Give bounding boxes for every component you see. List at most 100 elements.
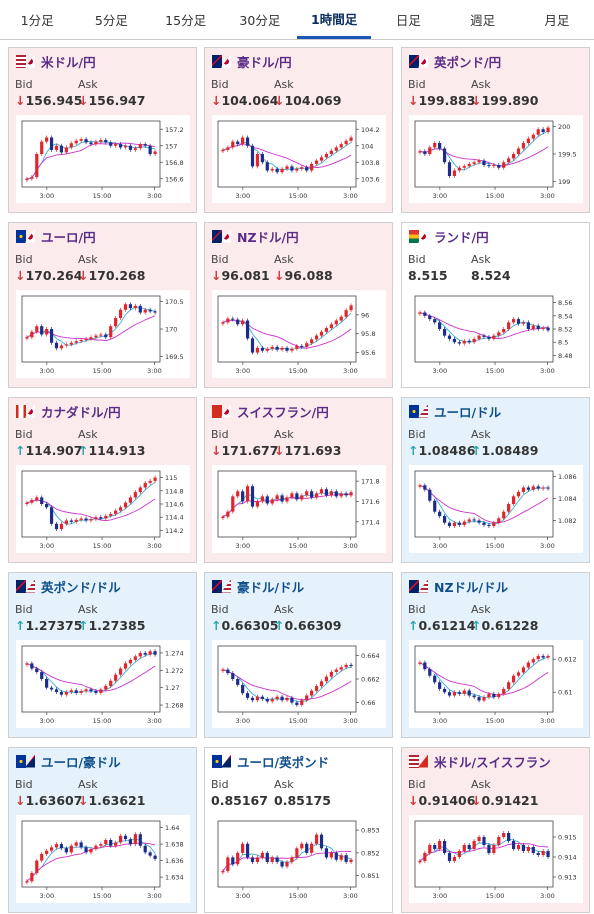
mini-chart[interactable]: 0.664 0.662 0.66 3:00 15:00 3:00: [212, 640, 386, 728]
mini-chart[interactable]: 0.853 0.852 0.851 3:00 15:00 3:00: [212, 815, 386, 903]
y-tick-label: 0.61: [558, 689, 572, 697]
pair-name[interactable]: ランド/円: [434, 229, 489, 245]
rate-card[interactable]: カナダドル/円 Bid Ask ↑114.907↑114.913 115 114.8 114…: [8, 397, 197, 563]
mini-chart[interactable]: 104.2 104 103.8 103.6 3:00 15:00 3:00: [212, 115, 386, 203]
card-header[interactable]: 英ポンド/円: [402, 48, 589, 74]
mini-chart[interactable]: 1.64 1.638 1.636 1.634 3:00 15:00 3:00: [16, 815, 190, 903]
y-tick-label: 8.5: [558, 339, 568, 347]
rate-card[interactable]: NZドル/円 Bid Ask ↓96.081 ↓96.088 96 95.8 95.6 3:00…: [204, 222, 393, 388]
card-header[interactable]: NZドル/円: [205, 223, 392, 249]
tab-1[interactable]: 5分足: [94, 13, 128, 28]
candlestick-chart: 104.2 104 103.8 103.6 3:00 15:00 3:00: [217, 120, 380, 200]
card-header[interactable]: ユーロ/豪ドル: [9, 748, 196, 774]
candle: [521, 141, 526, 151]
candle: [250, 143, 255, 169]
candle: [349, 135, 353, 143]
rate-card[interactable]: 米ドル/スイスフラン Bid Ask ↓0.91406↓0.91421 0.915 0.9…: [401, 747, 590, 913]
mini-chart[interactable]: 170.5 170 169.5 3:00 15:00 3:00: [16, 290, 190, 378]
candle: [447, 160, 452, 178]
arrow-down-icon: ↓: [471, 793, 482, 808]
rate-card[interactable]: 豪ドル/円 Bid Ask ↓104.064↓104.069 104.2 104 103.8…: [204, 47, 393, 213]
mini-chart[interactable]: 96 95.8 95.6 3:00 15:00 3:00: [212, 290, 386, 378]
plot-frame: [217, 120, 357, 188]
candle: [40, 324, 44, 337]
card-header[interactable]: 豪ドル/ドル: [205, 573, 392, 599]
pair-name[interactable]: 米ドル/スイスフラン: [434, 754, 551, 770]
candle: [49, 135, 54, 152]
candle: [109, 511, 113, 518]
tab-3[interactable]: 30分足: [239, 13, 281, 28]
candle: [324, 674, 329, 684]
rate-card[interactable]: NZドル/ドル Bid Ask ↑0.61214↑0.61228 0.612 0.61 3:…: [401, 572, 590, 738]
mini-chart[interactable]: 0.915 0.914 0.913 3:00 15:00 3:00: [409, 815, 583, 903]
tab-2[interactable]: 15分足: [165, 13, 207, 28]
card-header[interactable]: スイスフラン/円: [205, 398, 392, 424]
arrow-up-icon: ↑: [408, 443, 419, 458]
candle: [516, 146, 521, 156]
x-tick-label: 3:00: [433, 367, 448, 375]
x-tick-label: 15:00: [93, 892, 112, 900]
candle: [472, 160, 476, 166]
tab-6[interactable]: 週足: [470, 13, 496, 28]
card-header[interactable]: 豪ドル/円: [205, 48, 392, 74]
pair-name[interactable]: 英ポンド/ドル: [41, 579, 121, 595]
card-header[interactable]: ユーロ/英ポンド: [205, 748, 392, 774]
ask-label: Ask: [471, 428, 491, 441]
rate-card[interactable]: ユーロ/ドル Bid Ask ↑1.08486↑1.08489 1.086 1.084 1.…: [401, 397, 590, 563]
pair-name[interactable]: 豪ドル/ドル: [237, 579, 305, 595]
mini-chart[interactable]: 0.612 0.61 3:00 15:00 3:00: [409, 640, 583, 728]
candle: [334, 489, 338, 499]
candle: [64, 145, 68, 155]
rate-card[interactable]: ランド/円 Bid Ask 8.515 8.524 8.56 8.54 8.52 8.5 8.48…: [401, 222, 590, 388]
pair-name[interactable]: 英ポンド/円: [434, 54, 502, 70]
card-header[interactable]: カナダドル/円: [9, 398, 196, 424]
rate-card[interactable]: スイスフラン/円 Bid Ask ↓171.677↓171.693 171.8 171.6…: [204, 397, 393, 563]
candle: [25, 335, 29, 341]
tab-5[interactable]: 日足: [395, 13, 421, 28]
pair-name[interactable]: 豪ドル/円: [237, 54, 292, 70]
card-header[interactable]: NZドル/ドル: [402, 573, 589, 599]
rate-card[interactable]: 英ポンド/ドル Bid Ask ↑1.27375↑1.27385 1.274 1.272 1…: [8, 572, 197, 738]
pair-name[interactable]: 米ドル/円: [41, 54, 96, 70]
card-header[interactable]: 英ポンド/ドル: [9, 573, 196, 599]
x-tick-label: 3:00: [540, 892, 555, 900]
card-header[interactable]: 米ドル/円: [9, 48, 196, 74]
tab-7[interactable]: 月足: [544, 13, 570, 28]
rate-card[interactable]: 米ドル/円 Bid Ask ↓156.945↓156.947 157.2 157 156.8…: [8, 47, 197, 213]
rate-card[interactable]: 豪ドル/ドル Bid Ask ↑0.66305↑0.66309 0.664 0.662 0.…: [204, 572, 393, 738]
pair-name[interactable]: スイスフラン/円: [237, 404, 329, 420]
tab-4[interactable]: 1時間足: [297, 0, 372, 39]
price-row: ↓171.677↓171.693: [211, 443, 341, 458]
candle: [438, 141, 442, 151]
tab-0[interactable]: 1分足: [20, 13, 54, 28]
rate-card[interactable]: 英ポンド/円 Bid Ask ↓199.883↓199.890 200 199.5 199 3…: [401, 47, 590, 213]
card-header[interactable]: 米ドル/スイスフラン: [402, 748, 589, 774]
y-tick-label: 8.54: [558, 312, 572, 320]
mini-chart[interactable]: 8.56 8.54 8.52 8.5 8.48 3:00 15:00 3:00: [409, 290, 583, 378]
candle: [477, 518, 481, 525]
mini-chart[interactable]: 157.2 157 156.8 156.6 3:00 15:00 3:00: [16, 115, 190, 203]
pair-name[interactable]: カナダドル/円: [41, 404, 121, 420]
pair-name[interactable]: ユーロ/ドル: [434, 404, 502, 420]
pair-name[interactable]: ユーロ/英ポンド: [237, 754, 330, 770]
pair-name[interactable]: ユーロ/円: [41, 229, 96, 245]
card-header[interactable]: ランド/円: [402, 223, 589, 249]
rate-card[interactable]: ユーロ/豪ドル Bid Ask ↓1.63607↓1.63621 1.64 1.638 1.…: [8, 747, 197, 913]
rate-card[interactable]: ユーロ/円 Bid Ask ↓170.264↓170.268 170.5 170 169.5…: [8, 222, 197, 388]
candle: [280, 859, 284, 869]
pair-name[interactable]: NZドル/円: [237, 229, 299, 245]
bid-label: Bid: [15, 778, 33, 791]
card-header[interactable]: ユーロ/円: [9, 223, 196, 249]
rate-card[interactable]: ユーロ/英ポンド Bid Ask 0.85167 0.85175 0.853 0.852 0.…: [204, 747, 393, 913]
mini-chart[interactable]: 115 114.8 114.6 114.4 114.2 3:00 15:00 3:00: [16, 465, 190, 553]
pair-name[interactable]: NZドル/ドル: [434, 579, 509, 595]
card-header[interactable]: ユーロ/ドル: [402, 398, 589, 424]
x-tick-label: 3:00: [40, 892, 55, 900]
mini-chart[interactable]: 1.086 1.084 1.082 3:00 15:00 3:00: [409, 465, 583, 553]
pair-name[interactable]: ユーロ/豪ドル: [41, 754, 121, 770]
mini-chart[interactable]: 171.8 171.6 171.4 3:00 15:00 3:00: [212, 465, 386, 553]
mini-chart[interactable]: 200 199.5 199 3:00 15:00 3:00: [409, 115, 583, 203]
candle: [467, 161, 471, 169]
mini-chart[interactable]: 1.274 1.272 1.27 1.268 3:00 15:00 3:00: [16, 640, 190, 728]
